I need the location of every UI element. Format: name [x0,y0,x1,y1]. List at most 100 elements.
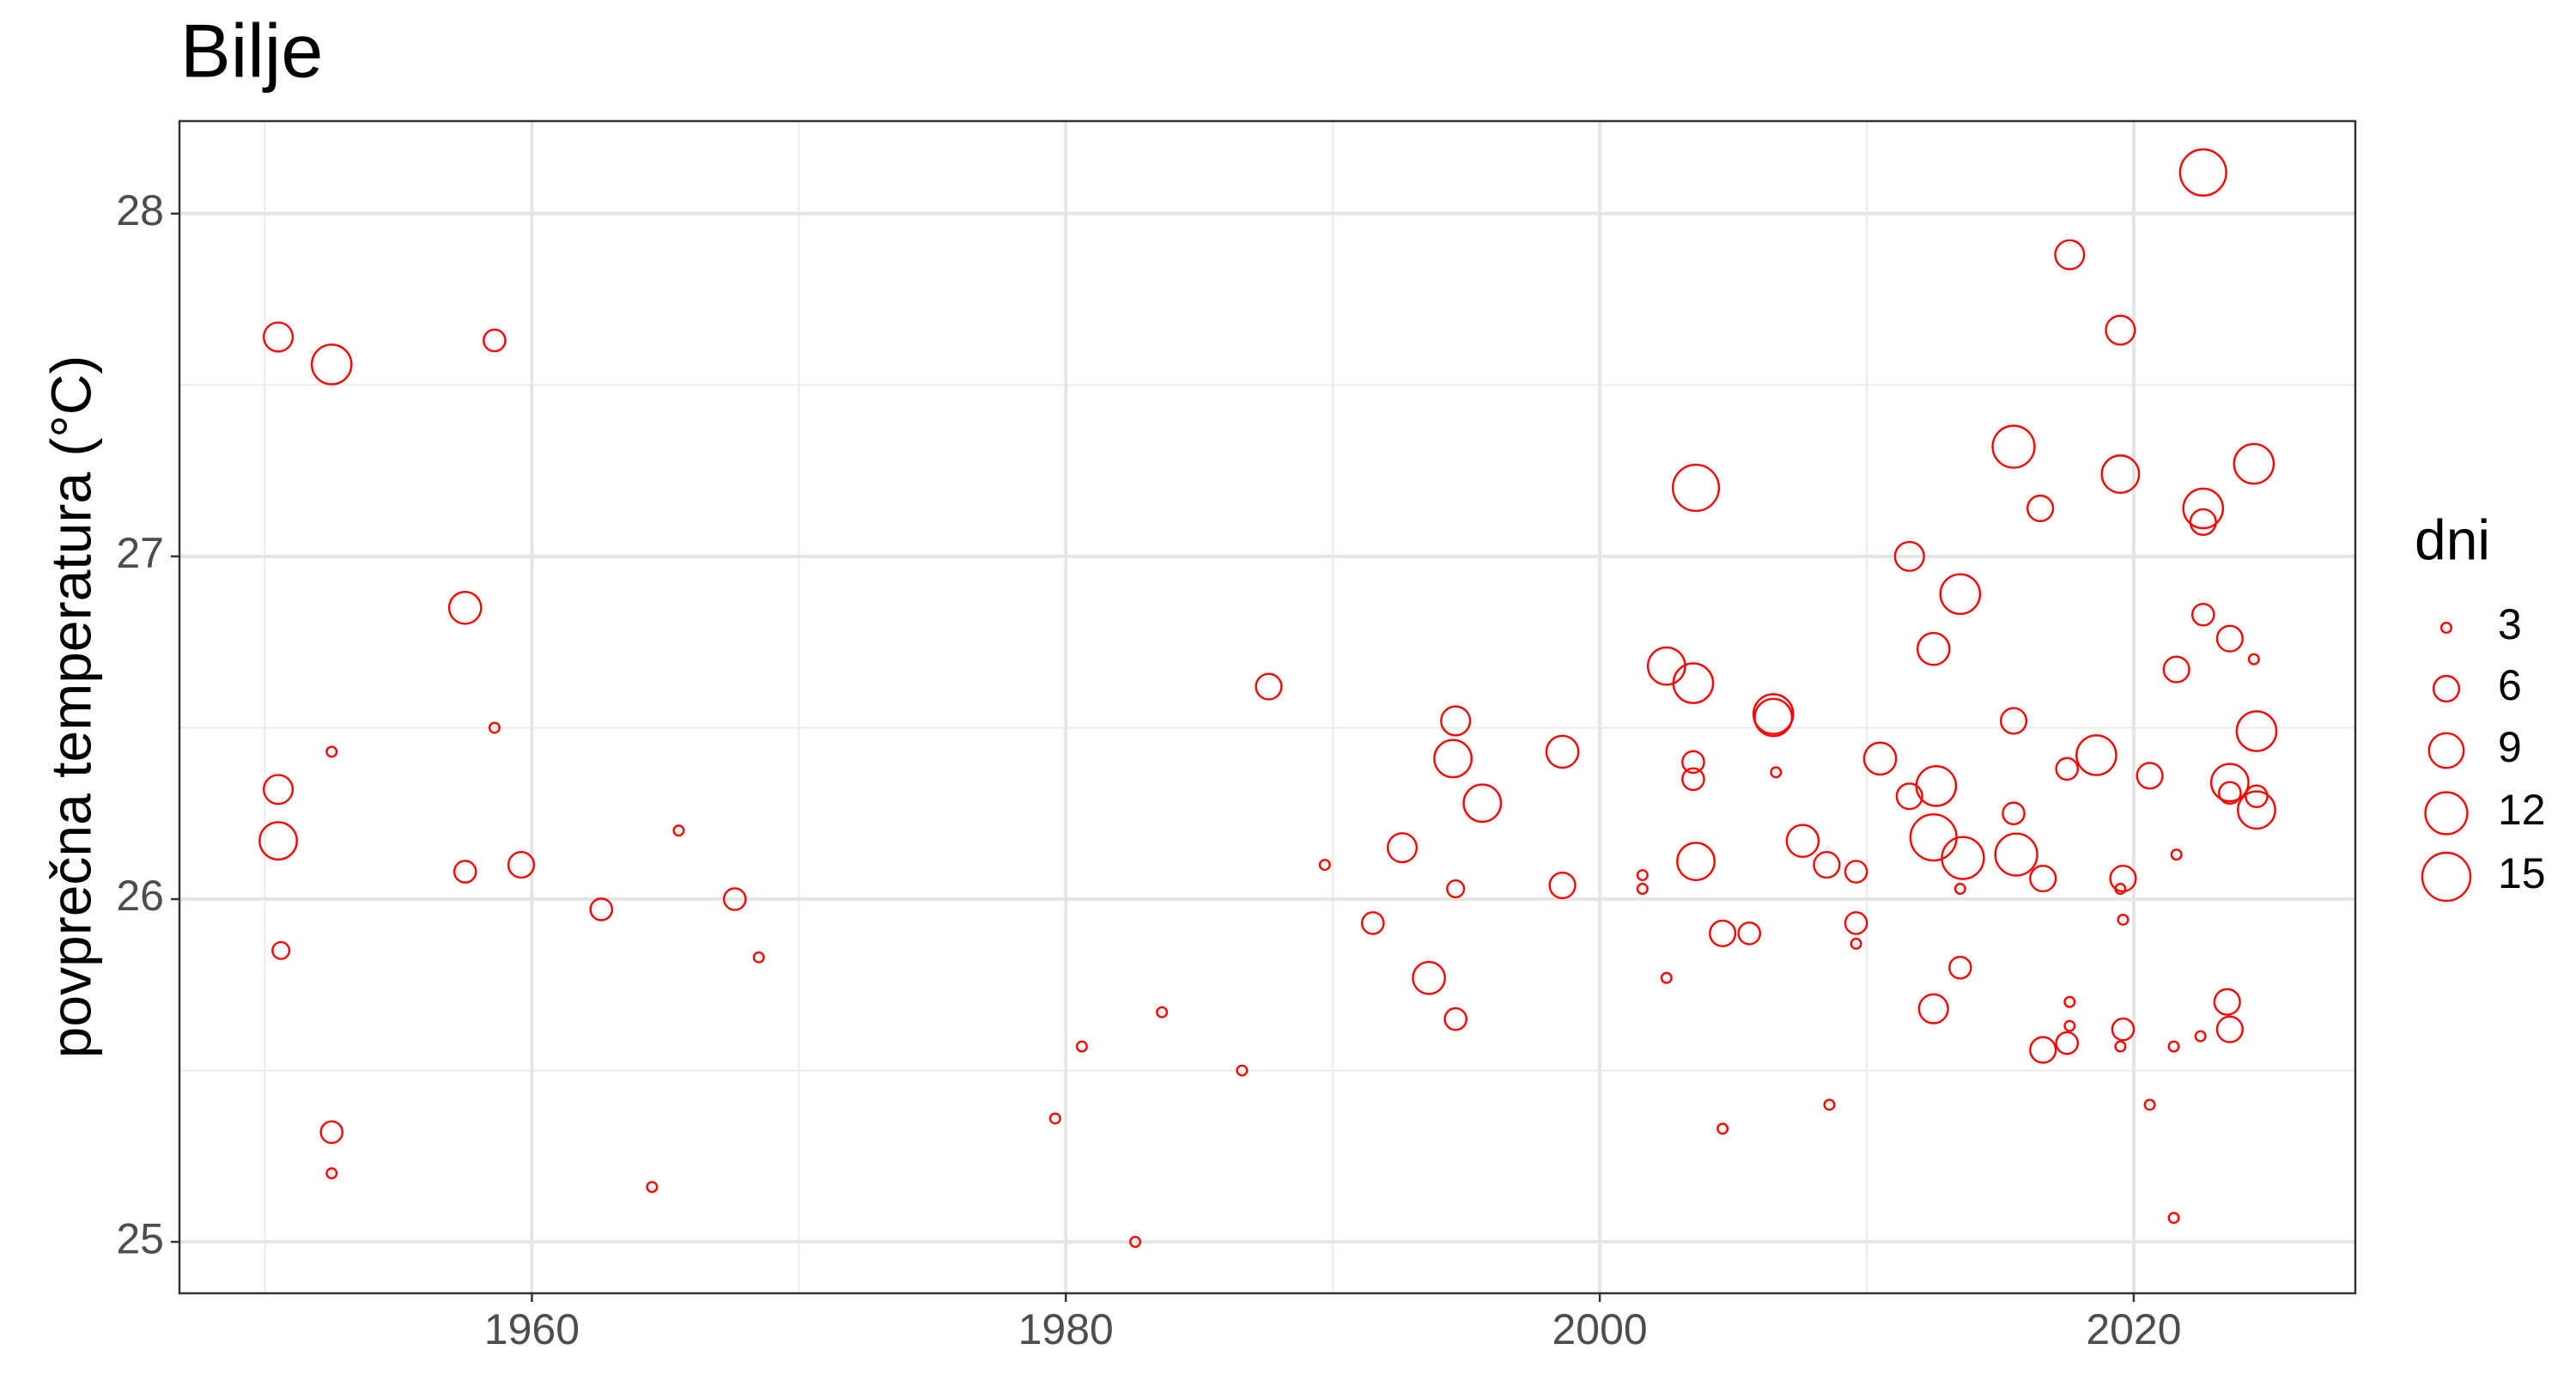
bubble [2105,314,2136,346]
bubble [1917,993,1949,1024]
y-tick-label: 28 [116,186,164,234]
bubble [2182,487,2225,530]
bubble [1991,424,2036,469]
bubble [1813,851,1841,879]
bubble [1660,971,1673,984]
bubble [2235,710,2278,752]
legend-key [2421,851,2472,903]
chart-title: Bilje [180,8,323,93]
bubble [2162,655,2190,684]
bubble [1844,860,1868,884]
bubble [2063,1019,2076,1032]
x-tick-label: 1980 [1018,1305,1114,1353]
bubble [2194,1030,2207,1043]
bubble [722,887,747,911]
legend-key [2427,732,2465,769]
bubble [1823,1098,1836,1111]
bubble [2109,864,2137,893]
bubble [672,824,685,837]
bubble [310,344,353,386]
legend-key [2439,622,2452,635]
bubble [488,721,501,734]
bubble [2029,1036,2057,1064]
plot-border [178,119,2357,1295]
y-tick-label: 25 [116,1214,164,1262]
bubble [2233,442,2275,485]
bubble [2190,602,2215,627]
bubble [2136,762,2164,790]
y-tick-label: 26 [116,872,164,920]
legend-label: 3 [2498,600,2522,648]
legend-key [2424,791,2469,836]
bubble [2247,653,2260,666]
bubble [447,590,483,625]
legend-label: 9 [2498,723,2522,771]
bubble [1361,911,1385,935]
bubble [2218,781,2242,806]
bubble [2167,1040,2180,1053]
bubble [2002,801,2026,826]
bubble [2111,1017,2136,1042]
y-tick-label: 27 [116,529,164,577]
bubble [2063,995,2076,1008]
bubble [2167,1212,2180,1225]
bubble [1386,832,1419,864]
bubble [1770,766,1783,779]
bubble [1462,783,1503,824]
bubble [1862,741,1898,776]
bubble [752,951,765,964]
legend-label: 15 [2498,849,2546,897]
y-axis-title: povprečna temperatura (°C) [39,356,102,1059]
bubble [1671,464,1721,513]
bubble [1916,631,1951,666]
bubble [1048,1112,1061,1125]
bubble [1681,767,1705,792]
x-tick-label: 2020 [2086,1305,2181,1353]
bubble [1433,739,1473,779]
bubble [507,851,536,879]
legend-key [2432,674,2461,703]
bubble [1443,1006,1467,1031]
bubble [1941,836,1985,880]
bubble [2178,148,2227,197]
bubble [2114,1040,2127,1053]
bubble [2215,624,2244,653]
bubble [1948,956,1972,980]
bubble [2055,1030,2080,1055]
bubble [1844,911,1868,935]
bubble [1893,540,1925,572]
bubble [1752,693,1795,735]
bubble [2054,239,2086,271]
bubble [1255,672,1283,701]
bubble [1672,662,1715,704]
bubble [646,1181,659,1194]
bubble [1999,707,2028,735]
bubble [2213,988,2241,1016]
bubble [1850,937,1862,950]
bubble [1994,832,2038,877]
bubble [325,745,338,758]
bubble [262,774,295,806]
bubble [1440,705,1472,737]
bubble [2215,1015,2244,1043]
bubble [2114,883,2127,896]
bubble [1915,764,1958,807]
bubble [1676,842,1716,882]
bubble [2189,508,2217,537]
bubble [1236,1064,1249,1077]
bubble [271,940,291,960]
bubble [2237,790,2276,830]
legend-label: 12 [2498,786,2546,834]
bubble [2100,454,2141,495]
bubble [2245,784,2269,809]
bubble [1785,824,1820,858]
bubble [1129,1236,1142,1249]
bubble [453,860,477,884]
x-tick-label: 2000 [1552,1305,1647,1353]
bubble [483,328,507,353]
legend-label: 6 [2498,661,2522,709]
bubble [1753,697,1794,738]
bubble [2026,494,2055,523]
